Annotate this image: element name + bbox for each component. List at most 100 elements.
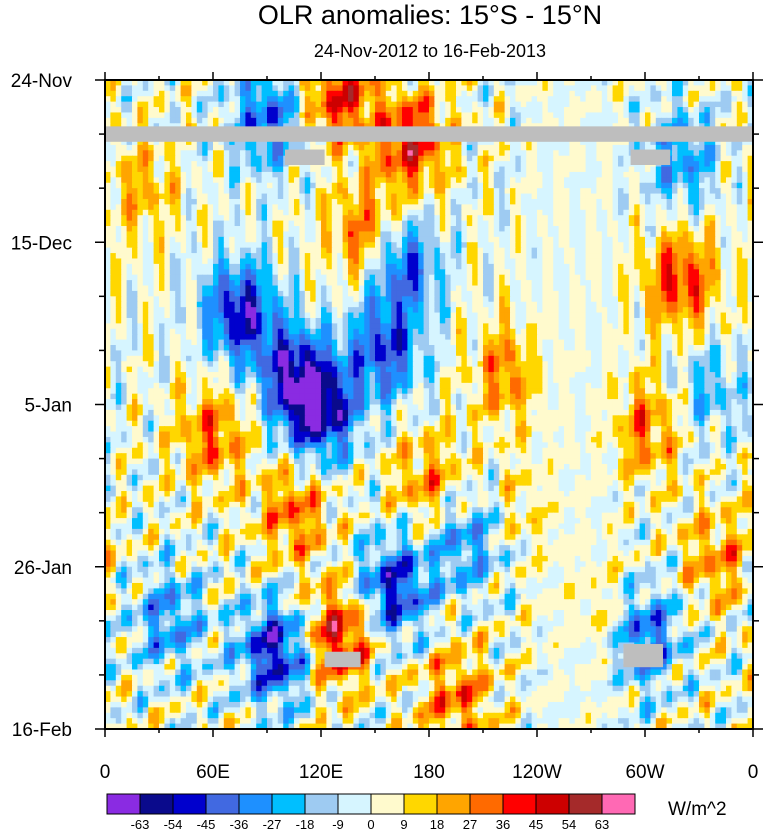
field-cell	[699, 177, 705, 184]
field-cell	[218, 263, 225, 270]
field-cell	[736, 242, 743, 249]
field-cell	[623, 209, 630, 216]
field-cell	[472, 171, 479, 178]
field-cell	[682, 258, 689, 265]
field-cell	[175, 209, 182, 216]
field-cell	[396, 166, 403, 173]
field-cell	[423, 285, 430, 292]
field-cell	[704, 209, 711, 216]
field-cell	[261, 247, 268, 254]
field-cell	[461, 296, 468, 303]
field-cell	[596, 96, 603, 103]
field-cell	[175, 280, 182, 287]
field-cell	[175, 139, 182, 146]
field-cell	[202, 274, 209, 281]
field-cell	[499, 193, 506, 200]
field-cell	[272, 209, 279, 216]
field-cell	[677, 236, 684, 243]
field-cell	[418, 204, 425, 211]
field-cell	[132, 285, 138, 292]
field-cell	[326, 258, 333, 265]
field-cell	[574, 285, 581, 292]
field-cell	[439, 209, 446, 216]
field-cell	[742, 274, 749, 281]
field-cell	[331, 242, 338, 249]
field-cell	[553, 198, 560, 205]
field-cell	[207, 204, 214, 211]
field-cell	[618, 90, 624, 97]
field-cell	[234, 90, 241, 97]
field-cell	[234, 215, 241, 222]
field-cell	[612, 204, 619, 211]
field-cell	[612, 215, 619, 222]
field-cell	[153, 112, 160, 119]
field-cell	[666, 112, 673, 119]
field-cell	[299, 171, 306, 178]
field-cell	[655, 112, 662, 119]
field-cell	[445, 80, 452, 87]
field-cell	[504, 226, 511, 233]
field-cell	[191, 280, 198, 287]
field-cell	[250, 204, 257, 211]
field-cell	[612, 182, 619, 189]
field-cell	[250, 247, 257, 254]
field-cell	[704, 150, 711, 157]
field-cell	[601, 182, 608, 189]
field-cell	[353, 274, 360, 281]
field-cell	[186, 215, 192, 222]
field-cell	[612, 242, 619, 249]
field-cell	[709, 171, 716, 178]
field-cell	[240, 296, 246, 303]
field-cell	[526, 198, 533, 205]
field-cell	[483, 198, 489, 205]
field-cell	[596, 112, 603, 119]
field-cell	[358, 144, 365, 151]
field-cell	[364, 112, 371, 119]
field-cell	[358, 101, 365, 108]
field-cell	[294, 226, 300, 233]
field-cell	[321, 96, 327, 103]
field-cell	[580, 263, 587, 270]
field-cell	[348, 258, 354, 265]
field-cell	[499, 101, 506, 108]
field-cell	[661, 269, 668, 276]
field-cell	[207, 198, 214, 205]
field-cell	[461, 150, 468, 157]
field-cell	[159, 247, 165, 254]
field-cell	[364, 85, 371, 92]
field-cell	[396, 85, 403, 92]
field-cell	[267, 80, 273, 87]
field-cell	[423, 290, 430, 297]
field-cell	[337, 247, 344, 254]
field-cell	[110, 177, 117, 184]
field-cell	[650, 285, 657, 292]
field-cell	[407, 231, 414, 238]
field-cell	[515, 263, 522, 270]
field-cell	[148, 193, 155, 200]
field-cell	[618, 209, 624, 216]
field-cell	[342, 301, 349, 308]
field-cell	[288, 96, 295, 103]
field-cell	[218, 247, 225, 254]
field-cell	[218, 236, 225, 243]
field-cell	[747, 236, 753, 243]
field-cell	[142, 285, 149, 292]
field-cell	[180, 123, 187, 130]
field-cell	[115, 182, 122, 189]
field-cell	[456, 80, 462, 87]
field-cell	[402, 204, 408, 211]
field-cell	[331, 258, 338, 265]
field-cell	[558, 285, 565, 292]
field-cell	[159, 80, 165, 87]
field-cell	[375, 236, 381, 243]
field-cell	[704, 139, 711, 146]
field-cell	[456, 171, 462, 178]
field-cell	[483, 101, 489, 108]
field-cell	[429, 301, 435, 308]
field-cell	[634, 166, 641, 173]
field-cell	[693, 112, 700, 119]
field-cell	[256, 226, 263, 233]
field-cell	[542, 85, 549, 92]
field-cell	[321, 204, 327, 211]
field-cell	[375, 188, 381, 195]
